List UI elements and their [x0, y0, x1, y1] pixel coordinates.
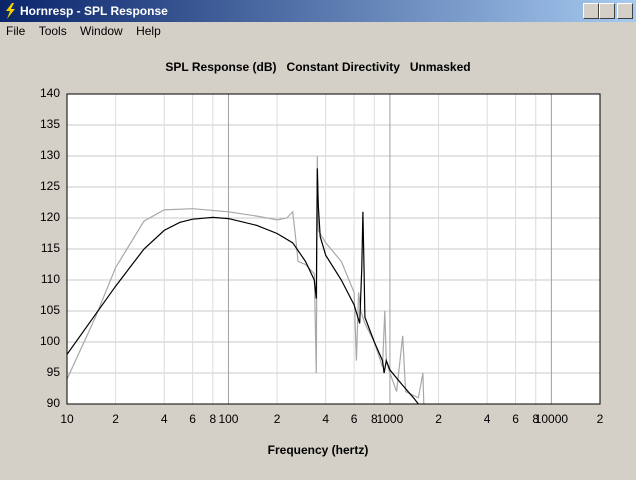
- x-tick-label: 2: [274, 412, 281, 426]
- y-tick-label: 115: [41, 241, 60, 255]
- x-tick-label: 10000: [535, 412, 569, 426]
- x-tick-label: 6: [189, 412, 196, 426]
- y-tick-label: 100: [40, 334, 60, 348]
- series-line: [67, 168, 419, 404]
- maximize-button[interactable]: [599, 3, 615, 19]
- y-tick-label: 95: [47, 365, 61, 379]
- x-tick-label: 6: [351, 412, 358, 426]
- menu-item[interactable]: Window: [80, 24, 123, 38]
- x-tick-label: 10: [60, 412, 74, 426]
- y-tick-label: 135: [40, 117, 60, 131]
- plot-border: [66, 93, 601, 405]
- x-tick-label: 4: [161, 412, 168, 426]
- y-tick-label: 120: [40, 210, 60, 224]
- x-tick-label: 2: [597, 412, 604, 426]
- menu-bar: File Tools Window Help: [0, 22, 636, 40]
- x-tick-label: 2: [435, 412, 442, 426]
- y-tick-label: 130: [40, 148, 60, 162]
- y-tick-label: 110: [41, 272, 60, 286]
- x-tick-label: 8: [532, 412, 539, 426]
- y-tick-label: 90: [47, 396, 61, 410]
- x-axis-label: Frequency (hertz): [268, 443, 369, 457]
- y-tick-label: 105: [40, 303, 60, 317]
- x-tick-label: 8: [209, 412, 216, 426]
- app-icon: [6, 3, 15, 19]
- y-tick-label: 125: [40, 179, 60, 193]
- chart: SPL Response (dB) Constant Directivity U…: [40, 60, 604, 457]
- x-tick-label: 6: [512, 412, 519, 426]
- x-tick-label: 100: [218, 412, 238, 426]
- x-tick-label: 4: [322, 412, 329, 426]
- x-tick-label: 1000: [377, 412, 404, 426]
- x-tick-label: 8: [371, 412, 378, 426]
- title-bar: Hornresp - SPL Response: [0, 0, 636, 22]
- close-button[interactable]: [617, 3, 633, 19]
- x-tick-label: 4: [484, 412, 491, 426]
- minimize-button[interactable]: [583, 3, 599, 19]
- chart-title: SPL Response (dB) Constant Directivity U…: [165, 60, 470, 74]
- y-tick-label: 140: [40, 86, 60, 100]
- menu-item[interactable]: Help: [136, 24, 161, 38]
- menu-item[interactable]: Tools: [38, 24, 67, 38]
- x-tick-label: 2: [112, 412, 119, 426]
- series-line: [67, 155, 425, 404]
- window-title: Hornresp - SPL Response: [20, 4, 168, 18]
- menu-item[interactable]: File: [6, 24, 26, 38]
